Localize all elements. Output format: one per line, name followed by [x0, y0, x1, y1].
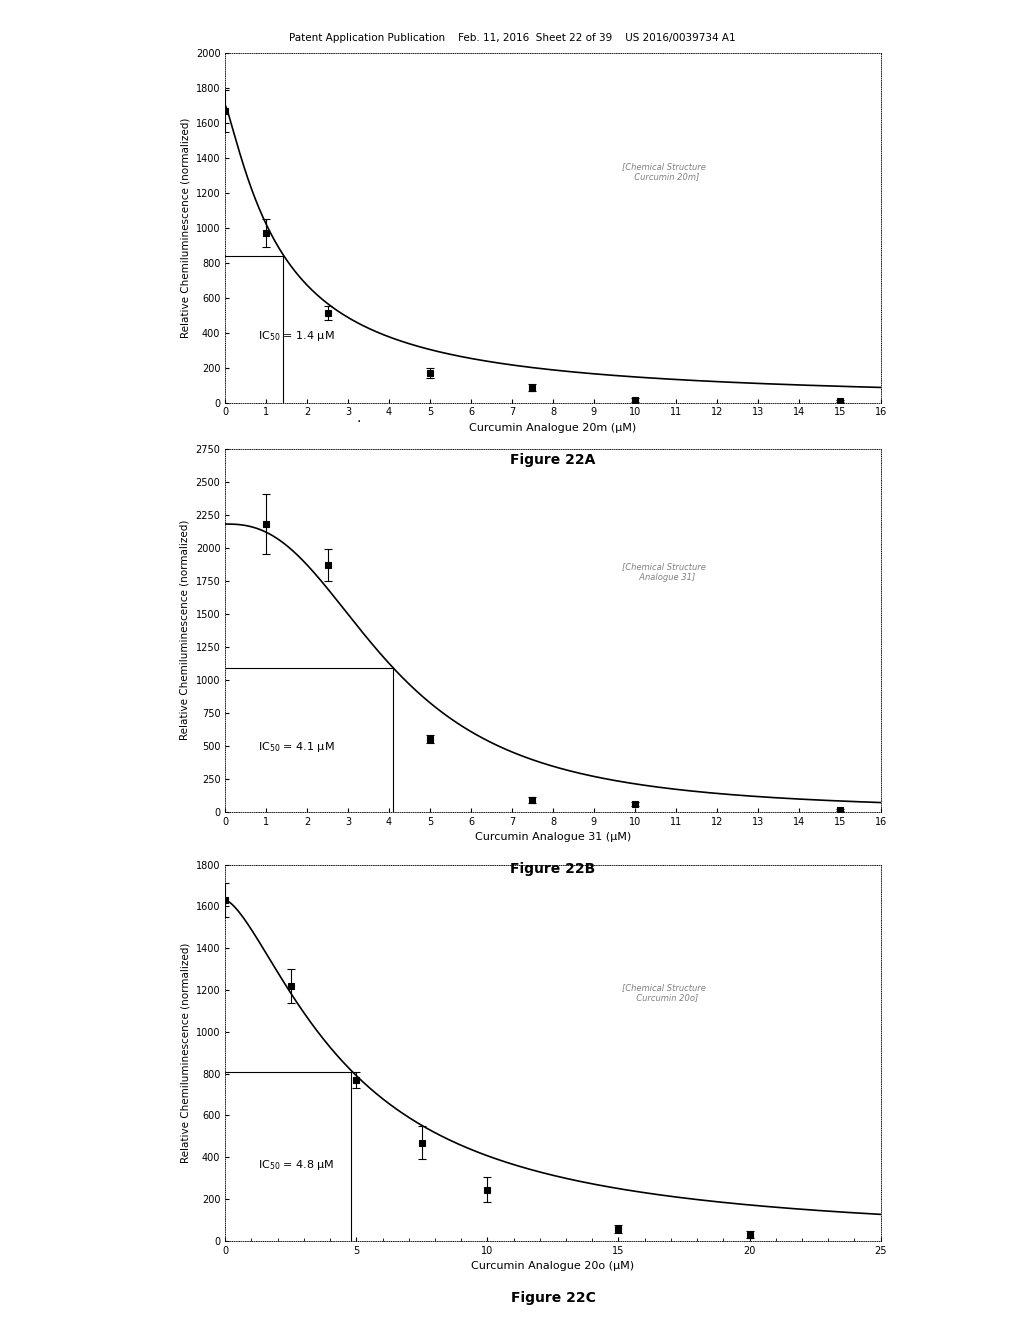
Y-axis label: Relative Chemiluminescence (normalized): Relative Chemiluminescence (normalized) [180, 520, 190, 741]
Text: Figure 22B: Figure 22B [510, 862, 596, 876]
Text: IC$_{50}$ = 4.1 μM: IC$_{50}$ = 4.1 μM [258, 741, 335, 754]
X-axis label: Curcumin Analogue 31 (μM): Curcumin Analogue 31 (μM) [475, 832, 631, 842]
Text: Figure 22A: Figure 22A [510, 453, 596, 467]
X-axis label: Curcumin Analogue 20m (μM): Curcumin Analogue 20m (μM) [469, 422, 637, 433]
Y-axis label: Relative Chemiluminescence (normalized): Relative Chemiluminescence (normalized) [180, 942, 190, 1163]
Text: IC$_{50}$ = 1.4 μM: IC$_{50}$ = 1.4 μM [258, 330, 335, 343]
Text: Patent Application Publication    Feb. 11, 2016  Sheet 22 of 39    US 2016/00397: Patent Application Publication Feb. 11, … [289, 33, 735, 44]
Text: ·: · [356, 414, 360, 429]
Y-axis label: Relative Chemiluminescence (normalized): Relative Chemiluminescence (normalized) [180, 117, 190, 338]
Text: Figure 22C: Figure 22C [511, 1291, 595, 1305]
Text: IC$_{50}$ = 4.8 μM: IC$_{50}$ = 4.8 μM [258, 1158, 335, 1172]
X-axis label: Curcumin Analogue 20o (μM): Curcumin Analogue 20o (μM) [471, 1261, 635, 1271]
